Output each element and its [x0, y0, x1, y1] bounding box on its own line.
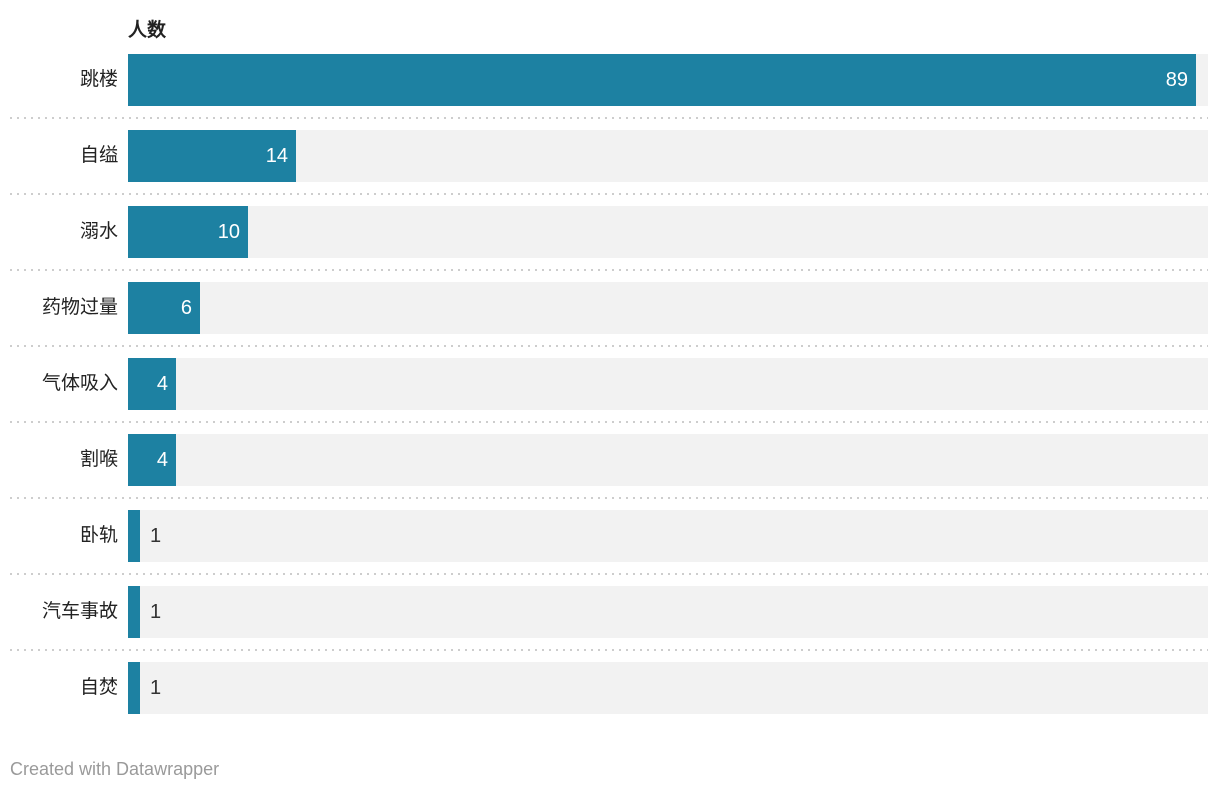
chart-row: 药物过量 6	[0, 282, 1220, 334]
bar: 14	[128, 130, 296, 182]
bar-value-inside: 10	[217, 221, 240, 243]
row-label: 药物过量	[41, 297, 118, 318]
row-separator	[10, 649, 1208, 651]
bar	[128, 586, 140, 638]
bar-track: 4	[128, 434, 1208, 486]
bar-value-inside: 89	[1165, 69, 1188, 91]
row-separator	[10, 269, 1208, 271]
bar: 10	[128, 206, 248, 258]
row-label: 气体吸入	[41, 373, 118, 394]
chart-row: 气体吸入 4	[0, 358, 1220, 410]
chart-row: 溺水 10	[0, 206, 1220, 258]
row-label: 卧轨	[79, 525, 118, 546]
bar-track: 1	[128, 510, 1208, 562]
bar-value-outside: 1	[150, 525, 162, 547]
bar: 4	[128, 358, 176, 410]
bar-track: 1	[128, 586, 1208, 638]
row-separator	[10, 497, 1208, 499]
row-label: 汽车事故	[41, 601, 118, 622]
row-separator	[10, 117, 1208, 119]
bar-track: 89	[128, 54, 1208, 106]
bar-value-inside: 6	[180, 297, 192, 319]
row-label: 割喉	[79, 449, 118, 470]
row-separator	[10, 573, 1208, 575]
bar-track: 6	[128, 282, 1208, 334]
row-label: 溺水	[79, 221, 118, 242]
bar	[128, 662, 140, 714]
bar: 89	[128, 54, 1196, 106]
bar: 4	[128, 434, 176, 486]
datawrapper-credit-link[interactable]: Created with Datawrapper	[10, 759, 220, 779]
bar-value-inside: 14	[265, 145, 288, 167]
column-header: 人数	[128, 20, 167, 41]
chart-row: 卧轨 1	[0, 510, 1220, 562]
row-label: 跳楼	[79, 69, 118, 90]
chart-row: 汽车事故 1	[0, 586, 1220, 638]
bar-value-inside: 4	[156, 449, 168, 471]
row-label: 自缢	[79, 145, 118, 166]
bar-value-inside: 4	[156, 373, 168, 395]
row-separator	[10, 345, 1208, 347]
bar: 6	[128, 282, 200, 334]
chart-row: 自焚 1	[0, 662, 1220, 714]
bar-value-outside: 1	[150, 601, 162, 623]
chart-row: 割喉 4	[0, 434, 1220, 486]
bar-value-outside: 1	[150, 677, 162, 699]
bar-track: 1	[128, 662, 1208, 714]
row-label: 自焚	[79, 677, 118, 698]
chart-row: 自缢 14	[0, 130, 1220, 182]
chart-rows: 跳楼 89 自缢 14 溺水 10 药物过量 6	[0, 54, 1220, 714]
row-separator	[10, 421, 1208, 423]
bar-track: 14	[128, 130, 1208, 182]
row-separator	[10, 193, 1208, 195]
bar	[128, 510, 140, 562]
bar-track: 10	[128, 206, 1208, 258]
chart-row: 跳楼 89	[0, 54, 1220, 106]
bar-track: 4	[128, 358, 1208, 410]
